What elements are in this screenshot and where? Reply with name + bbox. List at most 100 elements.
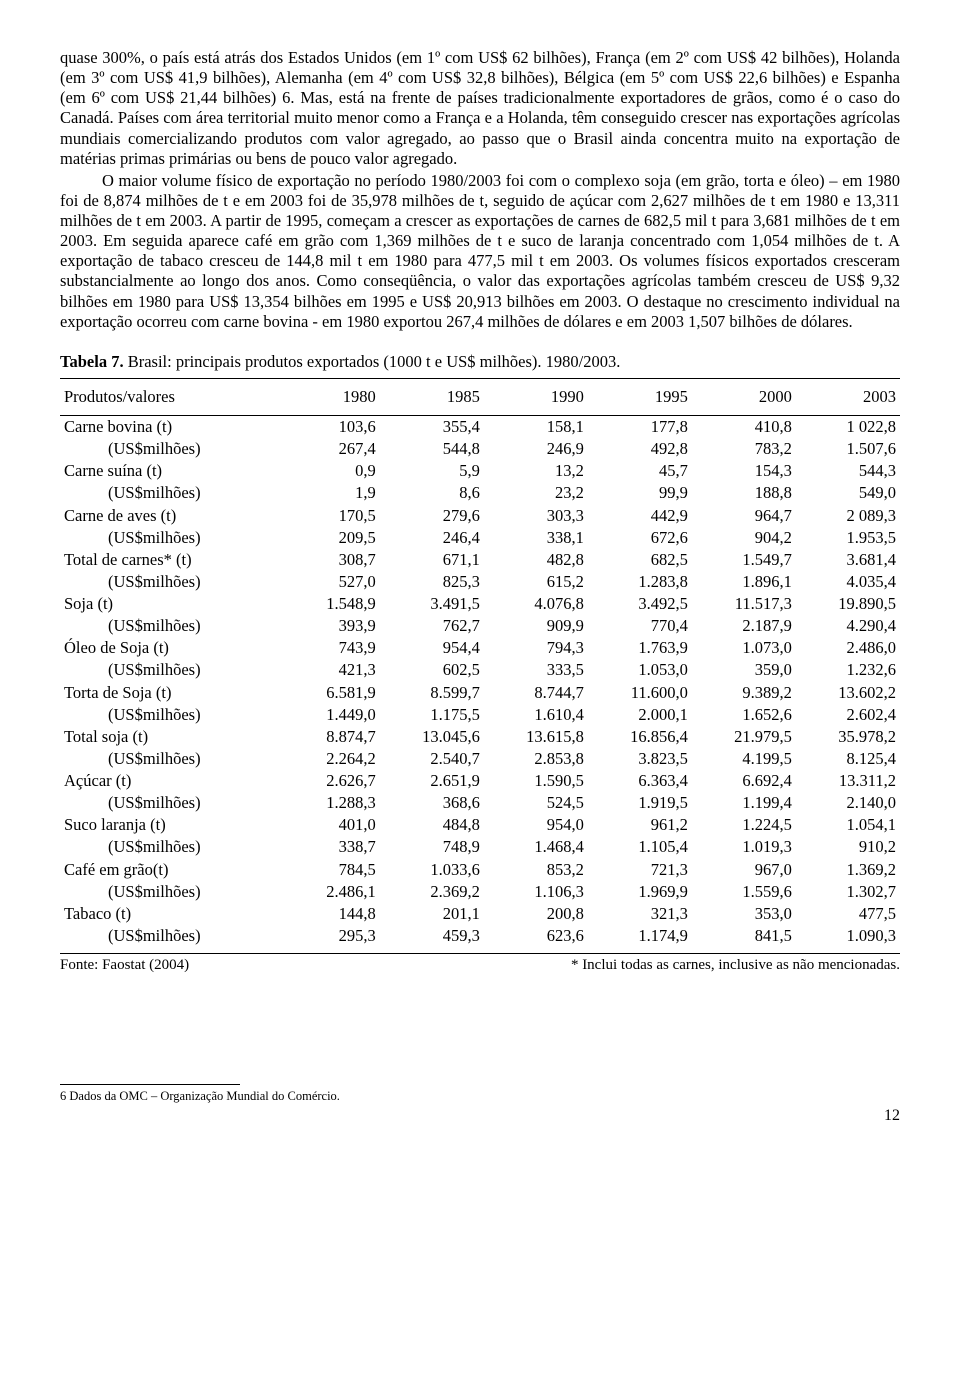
cell-value: 615,2	[484, 571, 588, 593]
row-label: (US$milhões)	[60, 527, 289, 549]
cell-value: 2.000,1	[588, 704, 692, 726]
cell-value: 9.389,2	[692, 682, 796, 704]
row-label: Total soja (t)	[60, 726, 289, 748]
cell-value: 154,3	[692, 460, 796, 482]
row-label: Café em grão(t)	[60, 859, 289, 881]
cell-value: 0,9	[289, 460, 380, 482]
row-label: Açúcar (t)	[60, 770, 289, 792]
row-label: Suco laranja (t)	[60, 814, 289, 836]
cell-value: 1.590,5	[484, 770, 588, 792]
table-row: Total de carnes* (t)308,7671,1482,8682,5…	[60, 549, 900, 571]
cell-value: 1.549,7	[692, 549, 796, 571]
cell-value: 527,0	[289, 571, 380, 593]
cell-value: 743,9	[289, 637, 380, 659]
cell-value: 308,7	[289, 549, 380, 571]
cell-value: 442,9	[588, 505, 692, 527]
table-row: (US$milhões)1.449,01.175,51.610,42.000,1…	[60, 704, 900, 726]
cell-value: 2.486,0	[796, 637, 900, 659]
cell-value: 5,9	[380, 460, 484, 482]
cell-value: 4.035,4	[796, 571, 900, 593]
cell-value: 2.264,2	[289, 748, 380, 770]
cell-value: 4.199,5	[692, 748, 796, 770]
table-col-header: Produtos/valores	[60, 378, 289, 415]
cell-value: 2.602,4	[796, 704, 900, 726]
cell-value: 910,2	[796, 836, 900, 858]
cell-value: 11.517,3	[692, 593, 796, 615]
cell-value: 954,4	[380, 637, 484, 659]
cell-value: 484,8	[380, 814, 484, 836]
table-source: Fonte: Faostat (2004)	[60, 956, 189, 974]
cell-value: 1.507,6	[796, 438, 900, 460]
row-label: Tabaco (t)	[60, 903, 289, 925]
table-row: (US$milhões)1,98,623,299,9188,8549,0	[60, 482, 900, 504]
table-row: Soja (t)1.548,93.491,54.076,83.492,511.5…	[60, 593, 900, 615]
cell-value: 1.105,4	[588, 836, 692, 858]
cell-value: 321,3	[588, 903, 692, 925]
cell-value: 8.125,4	[796, 748, 900, 770]
table-source-note: * Inclui todas as carnes, inclusive as n…	[571, 956, 900, 974]
cell-value: 602,5	[380, 659, 484, 681]
cell-value: 770,4	[588, 615, 692, 637]
row-label: (US$milhões)	[60, 659, 289, 681]
table-row: (US$milhões)295,3459,3623,61.174,9841,51…	[60, 925, 900, 947]
table-row: Carne de aves (t)170,5279,6303,3442,9964…	[60, 505, 900, 527]
cell-value: 841,5	[692, 925, 796, 947]
row-label: Carne bovina (t)	[60, 416, 289, 439]
cell-value: 200,8	[484, 903, 588, 925]
cell-value: 2.853,8	[484, 748, 588, 770]
row-label: Óleo de Soja (t)	[60, 637, 289, 659]
cell-value: 401,0	[289, 814, 380, 836]
cell-value: 1.174,9	[588, 925, 692, 947]
cell-value: 1.033,6	[380, 859, 484, 881]
table-row: (US$milhões)267,4544,8246,9492,8783,21.5…	[60, 438, 900, 460]
cell-value: 682,5	[588, 549, 692, 571]
row-label: (US$milhões)	[60, 925, 289, 947]
cell-value: 177,8	[588, 416, 692, 439]
table-col-header: 1990	[484, 378, 588, 415]
cell-value: 961,2	[588, 814, 692, 836]
table-col-header: 1995	[588, 378, 692, 415]
table-caption: Brasil: principais produtos exportados (…	[124, 352, 621, 371]
cell-value: 672,6	[588, 527, 692, 549]
cell-value: 1.953,5	[796, 527, 900, 549]
cell-value: 353,0	[692, 903, 796, 925]
cell-value: 2 089,3	[796, 505, 900, 527]
cell-value: 967,0	[692, 859, 796, 881]
table-title: Tabela 7. Brasil: principais produtos ex…	[60, 352, 900, 372]
table-col-header: 2000	[692, 378, 796, 415]
cell-value: 3.681,4	[796, 549, 900, 571]
cell-value: 3.492,5	[588, 593, 692, 615]
table-col-header: 1980	[289, 378, 380, 415]
cell-value: 103,6	[289, 416, 380, 439]
cell-value: 524,5	[484, 792, 588, 814]
paragraph-1: quase 300%, o país está atrás dos Estado…	[60, 48, 900, 169]
row-label: (US$milhões)	[60, 615, 289, 637]
cell-value: 1.232,6	[796, 659, 900, 681]
paragraph-2: O maior volume físico de exportação no p…	[60, 171, 900, 332]
table-row: Suco laranja (t)401,0484,8954,0961,21.22…	[60, 814, 900, 836]
cell-value: 6.581,9	[289, 682, 380, 704]
cell-value: 1.106,3	[484, 881, 588, 903]
cell-value: 23,2	[484, 482, 588, 504]
cell-value: 410,8	[692, 416, 796, 439]
cell-value: 1.369,2	[796, 859, 900, 881]
cell-value: 8.599,7	[380, 682, 484, 704]
row-label: (US$milhões)	[60, 571, 289, 593]
cell-value: 295,3	[289, 925, 380, 947]
cell-value: 1 022,8	[796, 416, 900, 439]
cell-value: 21.979,5	[692, 726, 796, 748]
table-row: (US$milhões)393,9762,7909,9770,42.187,94…	[60, 615, 900, 637]
cell-value: 45,7	[588, 460, 692, 482]
cell-value: 209,5	[289, 527, 380, 549]
cell-value: 904,2	[692, 527, 796, 549]
cell-value: 246,4	[380, 527, 484, 549]
cell-value: 549,0	[796, 482, 900, 504]
row-label: Torta de Soja (t)	[60, 682, 289, 704]
table-row: (US$milhões)527,0825,3615,21.283,81.896,…	[60, 571, 900, 593]
footnote-text: 6 Dados da OMC – Organização Mundial do …	[60, 1089, 900, 1104]
cell-value: 1.283,8	[588, 571, 692, 593]
cell-value: 158,1	[484, 416, 588, 439]
cell-value: 99,9	[588, 482, 692, 504]
footnote-separator	[60, 1084, 240, 1085]
table-col-header: 1985	[380, 378, 484, 415]
